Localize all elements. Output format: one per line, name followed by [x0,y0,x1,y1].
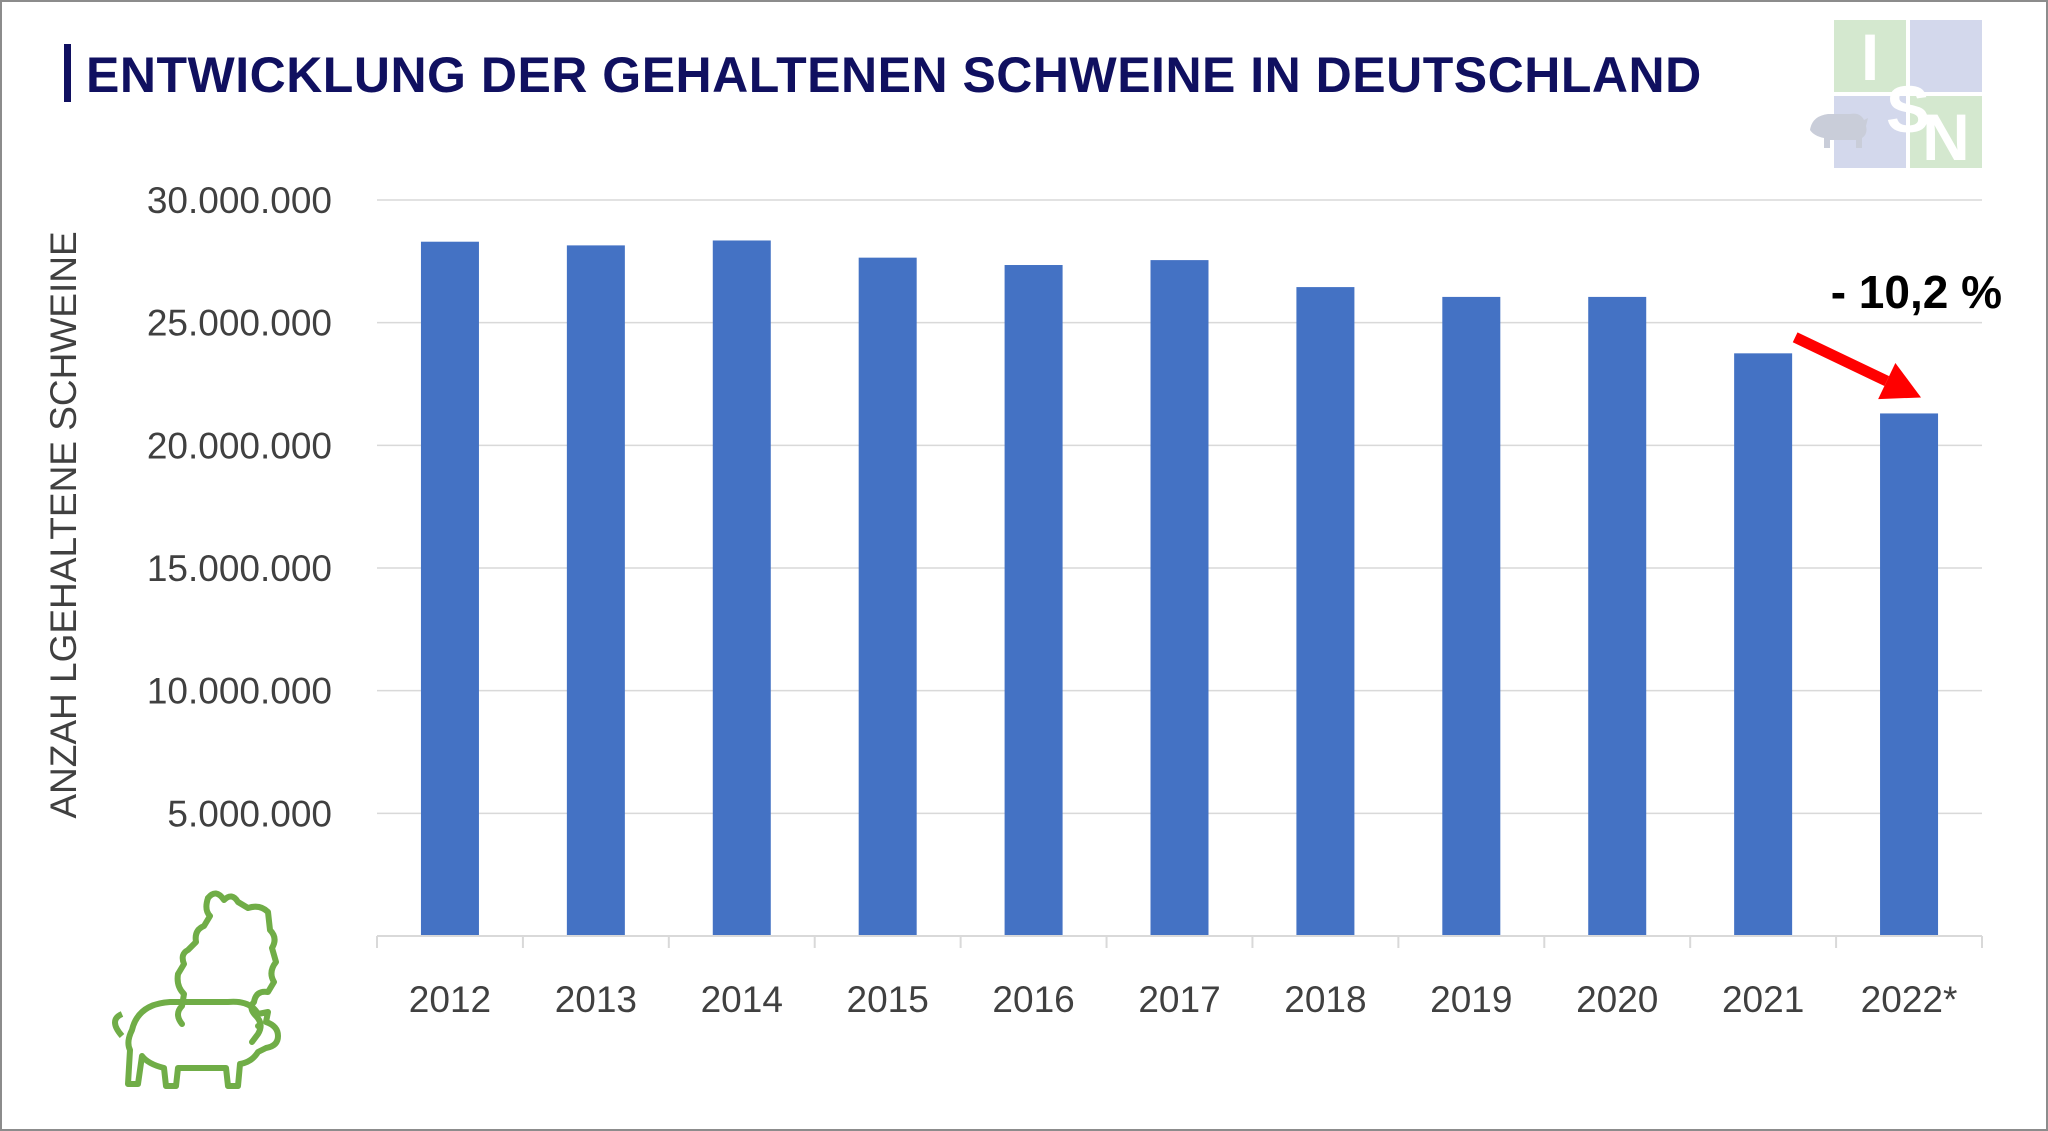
y-tick-label: 5.000.000 [167,793,332,834]
svg-text:S: S [1886,72,1930,146]
bar-2021 [1734,353,1793,936]
y-tick-label: 10.000.000 [147,671,332,712]
isn-logo-icon: I S N [1810,20,1982,172]
bar-2012 [420,241,479,936]
x-tick-label: 2012 [409,979,491,1020]
title-accent-bar [64,44,71,102]
pig-map-outline-icon [112,890,281,1089]
y-axis-title: ANZAH LGEHALTENE SCHWEINE [43,231,84,818]
x-tick-label: 2017 [1138,979,1220,1020]
x-tick-label: 2021 [1722,979,1804,1020]
bar-2019 [1442,296,1501,936]
bars-layer [420,240,1939,937]
bar-2017 [1150,260,1209,936]
svg-text:I: I [1861,20,1879,94]
svg-text:N: N [1922,100,1970,172]
arrow-head [1878,363,1922,400]
bar-2020 [1588,296,1647,936]
y-tick-label: 20.000.000 [147,425,332,466]
axis-layer: 5.000.000 10.000.000 15.000.000 20.000.000 2… [147,180,1983,1020]
x-tick-label: 2020 [1576,979,1658,1020]
annotation-layer: - 10,2 % [1792,266,2002,400]
bar-2018 [1296,287,1355,936]
x-tick-label: 2013 [555,979,637,1020]
x-tick-label: 2016 [992,979,1074,1020]
x-tick-label: 2022* [1861,979,1958,1020]
chart-title: ENTWICKLUNG DER GEHALTENEN SCHWEINE IN D… [86,47,1702,103]
y-tick-label: 30.000.000 [147,180,332,221]
bar-2013 [566,245,625,937]
x-tick-label: 2014 [701,979,783,1020]
bar-2015 [858,257,917,936]
down-trend-arrow-icon [1792,332,1890,387]
x-tick-label: 2018 [1284,979,1366,1020]
bar-2014 [712,240,771,937]
y-tick-label: 15.000.000 [147,548,332,589]
bar-2016 [1004,265,1063,937]
change-annotation-label: - 10,2 % [1831,266,2002,318]
bar-2022 [1880,413,1939,936]
x-tick-label: 2015 [847,979,929,1020]
y-tick-label: 25.000.000 [147,303,332,344]
x-tick-label: 2019 [1430,979,1512,1020]
